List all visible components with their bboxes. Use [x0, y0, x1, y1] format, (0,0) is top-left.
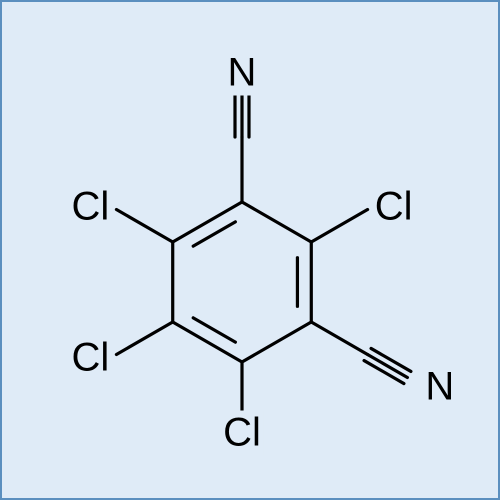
atom-label: Cl [69, 184, 111, 229]
atom-label: N [226, 50, 259, 95]
molecule-canvas: N Cl N Cl Cl Cl [0, 0, 500, 500]
atom-label: Cl [373, 184, 415, 229]
atom-label: Cl [221, 411, 263, 456]
atom-label: Cl [69, 335, 111, 380]
atom-label: N [423, 364, 456, 409]
